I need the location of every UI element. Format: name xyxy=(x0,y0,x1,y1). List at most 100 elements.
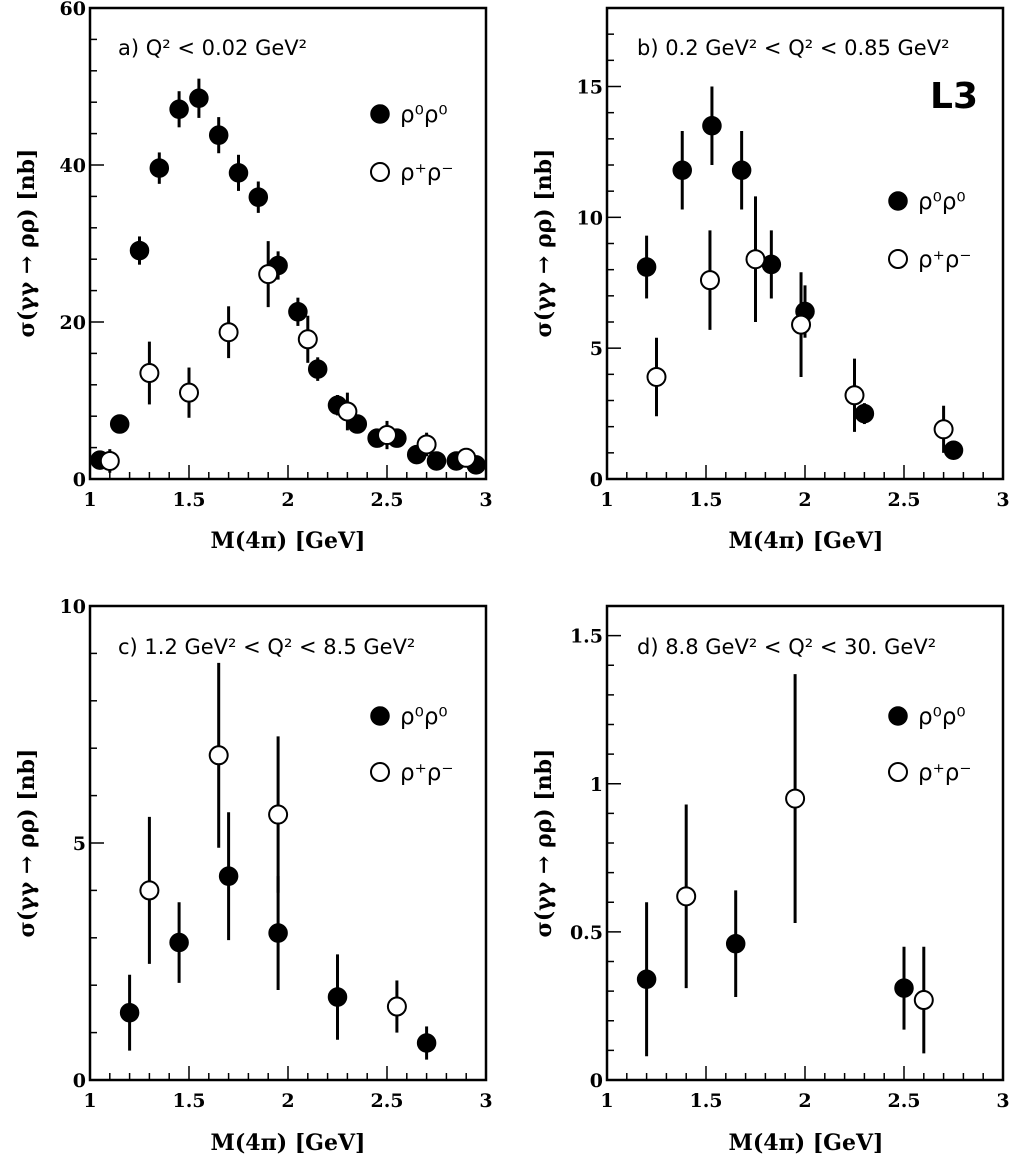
panel-c-y-axis-title: σ(γγ → ρρ) [nb] xyxy=(14,749,40,938)
data-point-rhopm xyxy=(699,270,720,291)
panel-c-y-tick-label: 10 xyxy=(60,596,86,618)
panel-d-legend: ρ⁰ρ⁰ ρ⁺ρ⁻ xyxy=(888,704,971,786)
panel-a-x-tick-label: 2 xyxy=(281,489,294,511)
data-point-rho0rho0 xyxy=(129,240,150,261)
legend-series-2-label: ρ⁺ρ⁻ xyxy=(400,160,453,186)
panel-d-y-tick-label: 1 xyxy=(590,774,603,796)
legend-series-1-label: ρ⁰ρ⁰ xyxy=(918,189,966,215)
panel-c-x-tick-label: 1.5 xyxy=(172,1090,205,1112)
data-point-rho0rho0 xyxy=(169,932,189,953)
legend-open-marker xyxy=(888,249,908,269)
panel-b: 1 1.5 2 2.5 3 0 5 10 15 b) 0.2 GeV² < Q²… xyxy=(531,6,1010,554)
data-point-rho0rho0 xyxy=(416,1033,437,1053)
panel-a-x-tick-label: 1 xyxy=(83,489,96,511)
panel-a-plot-frame xyxy=(88,6,488,481)
legend-open-marker xyxy=(888,762,908,782)
panel-d-x-tick-label: 2.5 xyxy=(887,1090,920,1112)
data-point-rho0rho0 xyxy=(248,187,269,207)
legend-filled-marker xyxy=(370,706,390,726)
panel-c-label: c) 1.2 GeV² < Q² < 8.5 GeV² xyxy=(118,635,415,659)
panel-a-ticks xyxy=(89,7,487,480)
data-point-rhopm xyxy=(377,425,397,446)
panel-d-y-tick-label: 0.5 xyxy=(570,922,603,944)
panel-d-x-tick-label: 1.5 xyxy=(689,1090,722,1112)
panel-b-legend: ρ⁰ρ⁰ ρ⁺ρ⁻ xyxy=(888,189,971,273)
data-point-rhopm xyxy=(268,804,289,825)
data-point-rhopm xyxy=(139,880,160,901)
panel-b-x-axis-title: M(4π) [GeV] xyxy=(729,528,884,554)
panel-a-x-axis-title: M(4π) [GeV] xyxy=(211,528,366,554)
panel-a-y-tick-label: 60 xyxy=(60,0,86,20)
panel-d-label: d) 8.8 GeV² < Q² < 30. GeV² xyxy=(637,635,936,659)
data-point-rho0rho0 xyxy=(636,257,657,277)
data-point-rhopm xyxy=(933,419,954,440)
data-point-rho0rho0 xyxy=(169,99,189,120)
data-point-rho0rho0 xyxy=(288,302,308,322)
data-point-rhopm xyxy=(258,264,279,285)
panel-b-x-tick-label: 1.5 xyxy=(689,489,722,511)
panel-d-x-tick-label: 3 xyxy=(996,1090,1009,1112)
legend-series-1-label: ρ⁰ρ⁰ xyxy=(400,102,448,128)
data-point-rhopm xyxy=(646,366,667,387)
data-point-rho0rho0 xyxy=(119,1002,140,1023)
panel-d-plot-frame xyxy=(605,604,1005,1082)
data-point-rhopm xyxy=(99,450,120,471)
panel-b-x-tick-label: 2 xyxy=(798,489,811,511)
panel-c-data-points xyxy=(119,662,437,1060)
panel-d-y-tick-label: 0 xyxy=(590,1070,603,1092)
data-point-rho0rho0 xyxy=(149,158,170,178)
data-point-rho0rho0 xyxy=(725,933,746,954)
panel-b-ticks xyxy=(606,7,1004,480)
panel-b-y-tick-label: 10 xyxy=(577,207,603,229)
data-point-rho0rho0 xyxy=(854,403,875,424)
panel-a: 1 1.5 2 2.5 3 0 20 40 60 a) Q² < 0.02 Ge… xyxy=(14,0,493,554)
data-point-rhopm xyxy=(179,382,199,403)
data-point-rhopm xyxy=(386,996,407,1017)
panel-b-y-tick-label: 0 xyxy=(590,469,603,491)
panel-b-x-tick-label: 3 xyxy=(996,489,1009,511)
data-point-rho0rho0 xyxy=(228,163,249,183)
data-point-rho0rho0 xyxy=(894,978,914,998)
panel-a-x-tick-label: 1.5 xyxy=(172,489,205,511)
panel-c: 1 1.5 2 2.5 3 0 5 10 c) 1.2 GeV² < Q² < … xyxy=(14,596,493,1156)
data-point-rho0rho0 xyxy=(943,440,964,460)
panel-d-x-tick-label: 1 xyxy=(600,1090,613,1112)
data-point-rho0rho0 xyxy=(307,359,328,379)
panel-a-y-tick-label: 40 xyxy=(60,155,86,177)
data-point-rhopm xyxy=(208,745,229,766)
panel-a-x-tick-label: 3 xyxy=(479,489,492,511)
panel-c-legend: ρ⁰ρ⁰ ρ⁺ρ⁻ xyxy=(370,704,453,786)
data-point-rho0rho0 xyxy=(672,160,692,180)
panel-c-x-tick-label: 1 xyxy=(83,1090,96,1112)
panel-c-x-tick-label: 2.5 xyxy=(370,1090,403,1112)
legend-filled-marker xyxy=(370,104,390,124)
data-point-rho0rho0 xyxy=(702,116,722,136)
panel-c-x-axis-title: M(4π) [GeV] xyxy=(211,1130,366,1156)
panel-d-x-axis-title: M(4π) [GeV] xyxy=(729,1130,884,1156)
legend-filled-marker xyxy=(888,191,908,211)
data-point-rhopm xyxy=(844,385,865,406)
data-point-rho0rho0 xyxy=(636,969,657,990)
legend-series-2-label: ρ⁺ρ⁻ xyxy=(918,760,971,786)
data-point-rho0rho0 xyxy=(327,987,348,1007)
panel-a-data-points xyxy=(90,78,486,475)
panel-c-x-tick-label: 3 xyxy=(479,1090,492,1112)
legend-filled-marker xyxy=(888,706,908,726)
legend-series-2-label: ρ⁺ρ⁻ xyxy=(918,247,971,273)
panel-a-y-axis-title: σ(γγ → ρρ) [nb] xyxy=(14,149,40,338)
data-point-rhopm xyxy=(785,788,806,809)
legend-open-marker xyxy=(370,762,390,782)
data-point-rhopm xyxy=(791,314,812,335)
panel-a-label: a) Q² < 0.02 GeV² xyxy=(118,36,307,60)
panel-d-y-tick-label: 1.5 xyxy=(570,626,603,648)
panel-a-y-tick-label: 0 xyxy=(73,469,86,491)
panel-b-data-points xyxy=(636,86,964,460)
data-point-rho0rho0 xyxy=(426,451,447,471)
l3-logo: L3 xyxy=(930,76,978,117)
data-point-rho0rho0 xyxy=(268,923,288,943)
panel-b-label: b) 0.2 GeV² < Q² < 0.85 GeV² xyxy=(637,36,950,60)
panel-d: 1 1.5 2 2.5 3 0 0.5 1 1.5 d) 8.8 GeV² < … xyxy=(531,604,1010,1156)
legend-series-1-label: ρ⁰ρ⁰ xyxy=(400,704,448,730)
panel-b-y-axis-title: σ(γγ → ρρ) [nb] xyxy=(531,149,557,338)
data-point-rhopm xyxy=(297,329,318,350)
